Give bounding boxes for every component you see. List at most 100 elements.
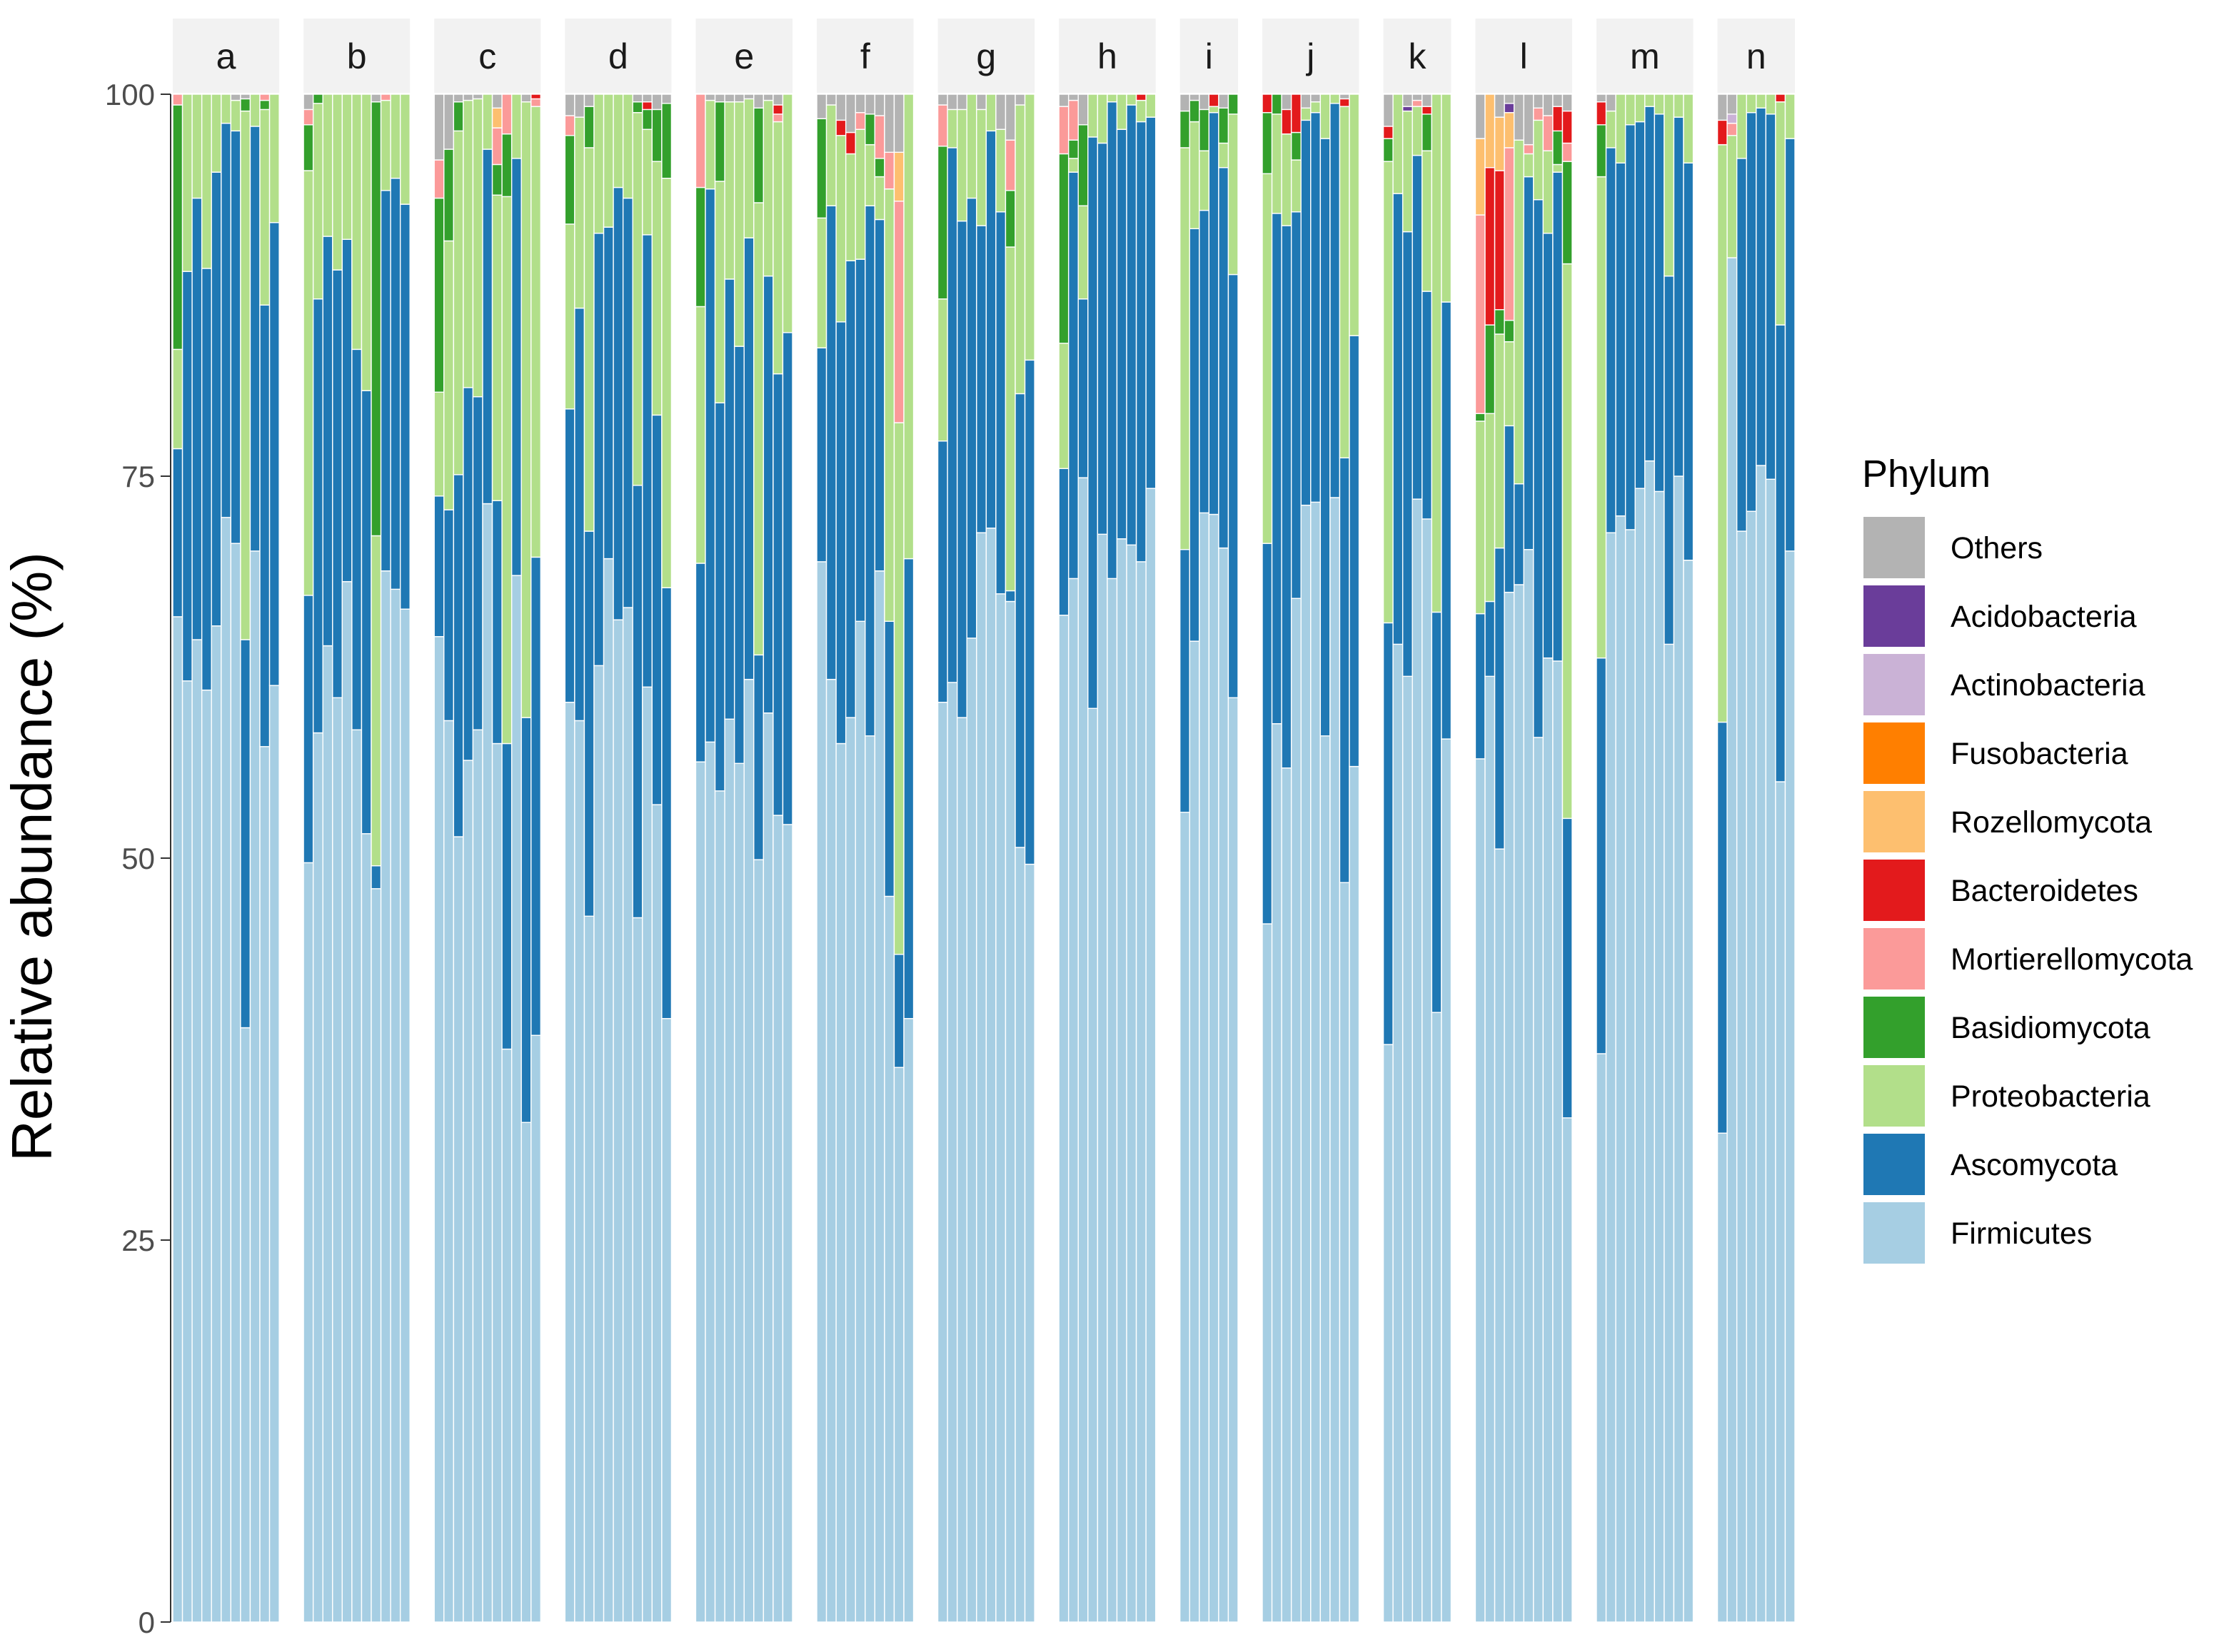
segment-ascomycota: [835, 321, 847, 745]
facet-strip-c: [434, 19, 541, 93]
segment-firmicutes: [510, 575, 522, 1623]
segment-bacteroidetes: [1552, 106, 1564, 132]
segment-others: [1339, 94, 1350, 100]
segment-mortierellomycota: [874, 115, 885, 159]
segment-firmicutes: [724, 718, 735, 1623]
segment-proteobacteria: [1624, 94, 1636, 126]
segment-others: [705, 94, 716, 101]
segment-firmicutes: [642, 686, 653, 1623]
segment-proteobacteria: [661, 177, 673, 588]
segment-firmicutes: [651, 804, 663, 1623]
segment-firmicutes: [1513, 584, 1524, 1623]
segment-ascomycota: [1596, 657, 1607, 1054]
segment-proteobacteria: [564, 223, 575, 410]
bar-l-7: [1533, 94, 1544, 1623]
segment-others: [1077, 94, 1089, 126]
bar-c-2: [443, 94, 455, 1623]
bar-g-10: [1024, 94, 1035, 1623]
segment-firmicutes: [782, 824, 793, 1623]
segment-firmicutes: [773, 815, 784, 1623]
bar-n-8: [1784, 94, 1796, 1623]
bar-j-6: [1310, 94, 1322, 1623]
segment-proteobacteria: [341, 94, 353, 241]
segment-proteobacteria: [1179, 147, 1190, 550]
segment-others: [865, 94, 876, 115]
segment-firmicutes: [1339, 882, 1350, 1623]
legend-title: Phylum: [1862, 453, 1991, 495]
legend-item-rozellomycota: Rozellomycota: [1863, 791, 2152, 852]
bar-d-2: [574, 94, 585, 1623]
segment-ascomycota: [1116, 129, 1127, 540]
segment-ascomycota: [1484, 600, 1496, 678]
bar-e-9: [773, 94, 784, 1623]
facet-strip-g: [937, 19, 1035, 93]
segment-firmicutes: [1402, 675, 1413, 1623]
segment-firmicutes: [172, 616, 183, 1623]
segment-firmicutes: [201, 689, 212, 1623]
bar-d-8: [632, 94, 643, 1623]
segment-others: [1005, 94, 1016, 141]
bar-d-5: [603, 94, 614, 1623]
legend-label-firmicutes: Firmicutes: [1951, 1217, 2092, 1251]
segment-proteobacteria: [390, 94, 401, 179]
segment-others: [1179, 94, 1190, 112]
legend-item-firmicutes: Firmicutes: [1863, 1202, 2092, 1264]
segment-proteobacteria: [1135, 99, 1147, 123]
segment-ascomycota: [240, 639, 251, 1029]
segment-basidiomycota: [865, 114, 876, 146]
bar-j-5: [1300, 94, 1312, 1623]
segment-others: [855, 94, 866, 114]
segment-rozellomycota: [1494, 116, 1505, 171]
segment-proteobacteria: [1339, 106, 1350, 459]
bar-g-3: [956, 94, 967, 1623]
segment-others: [995, 94, 1007, 130]
legend-key-firmicutes: [1863, 1202, 1925, 1264]
segment-firmicutes: [574, 720, 585, 1623]
bar-j-10: [1349, 94, 1360, 1623]
segment-ascomycota: [181, 271, 193, 682]
segment-proteobacteria: [1513, 139, 1524, 485]
bar-m-3: [1615, 94, 1626, 1623]
segment-proteobacteria: [1189, 121, 1200, 230]
bar-c-10: [520, 94, 532, 1623]
segment-proteobacteria: [1542, 150, 1554, 234]
segment-firmicutes: [1392, 643, 1404, 1623]
segment-ascomycota: [1716, 721, 1728, 1134]
segment-firmicutes: [966, 638, 977, 1623]
segment-ascomycota: [884, 620, 895, 897]
segment-firmicutes: [322, 645, 333, 1623]
segment-firmicutes: [249, 550, 261, 1623]
segment-ascomycota: [733, 346, 745, 765]
segment-others: [1058, 94, 1070, 107]
segment-ascomycota: [1402, 231, 1413, 678]
legend-key-proteobacteria: [1863, 1065, 1925, 1127]
segment-proteobacteria: [510, 94, 522, 159]
segment-firmicutes: [221, 517, 232, 1623]
segment-proteobacteria: [1683, 94, 1694, 164]
bar-e-8: [763, 94, 774, 1623]
segment-firmicutes: [501, 1048, 513, 1623]
bar-d-1: [564, 94, 575, 1623]
y-tick-label-25: 25: [121, 1224, 155, 1257]
segment-firmicutes: [1382, 1044, 1394, 1623]
segment-firmicutes: [753, 859, 765, 1623]
segment-firmicutes: [825, 678, 837, 1623]
bar-g-7: [995, 94, 1007, 1623]
segment-proteobacteria: [1218, 142, 1229, 168]
segment-firmicutes: [1024, 863, 1035, 1623]
segment-rozellomycota: [1474, 138, 1486, 216]
segment-firmicutes: [1494, 848, 1505, 1623]
segment-ascomycota: [825, 205, 837, 680]
segment-proteobacteria: [1067, 158, 1079, 173]
segment-proteobacteria: [733, 101, 745, 347]
bar-c-9: [510, 94, 522, 1623]
bar-e-2: [705, 94, 716, 1623]
segment-proteobacteria: [530, 106, 542, 558]
segment-ascomycota: [1664, 275, 1675, 645]
segment-basidiomycota: [1067, 139, 1079, 159]
bar-d-11: [661, 94, 673, 1623]
legend-item-mortierellomycota: Mortierellomycota: [1863, 928, 2193, 989]
segment-proteobacteria: [893, 422, 905, 955]
segment-firmicutes: [211, 625, 222, 1623]
segment-proteobacteria: [1005, 246, 1016, 592]
